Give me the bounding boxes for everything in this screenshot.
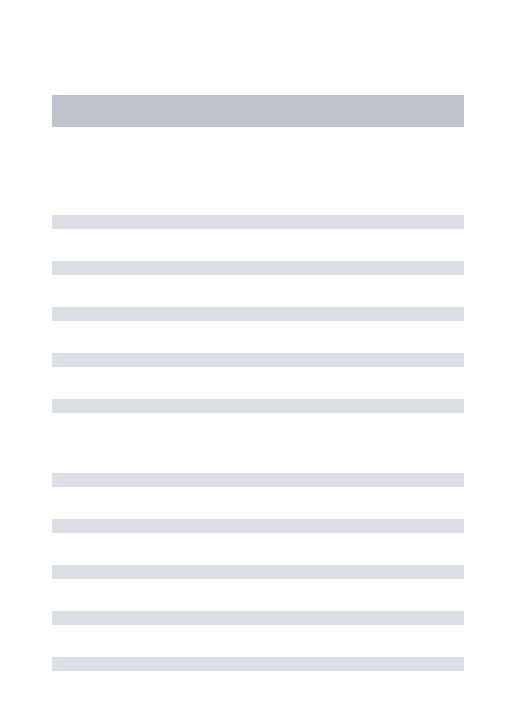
- text-placeholder-line: [52, 307, 464, 321]
- text-placeholder-line: [52, 473, 464, 487]
- text-placeholder-line: [52, 261, 464, 275]
- title-placeholder-bar: [52, 95, 464, 127]
- text-placeholder-line: [52, 657, 464, 671]
- skeleton-page: [0, 0, 516, 713]
- paragraph-skeleton-group-1: [52, 215, 464, 413]
- text-placeholder-line: [52, 519, 464, 533]
- section-gap: [52, 127, 464, 215]
- text-placeholder-line: [52, 565, 464, 579]
- text-placeholder-line: [52, 353, 464, 367]
- paragraph-skeleton-group-2: [52, 473, 464, 671]
- text-placeholder-line: [52, 215, 464, 229]
- group-gap: [52, 413, 464, 473]
- text-placeholder-line: [52, 611, 464, 625]
- text-placeholder-line: [52, 399, 464, 413]
